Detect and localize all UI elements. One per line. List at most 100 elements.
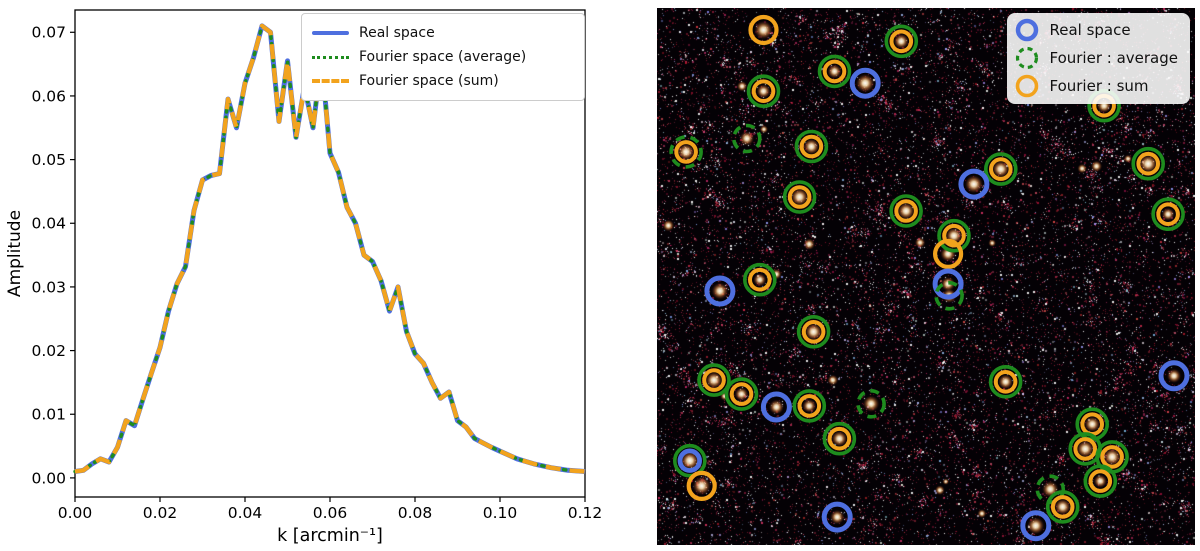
marker-ring-avg: [889, 194, 923, 228]
amplitude-chart-panel: 0.00 0.02 0.04 0.06 0.08 0.10 0.12 0.00 0.01 0.02…: [5, 9, 603, 546]
marker-ring-sum: [942, 223, 966, 248]
marker-ring-avg: [1151, 197, 1185, 231]
marker-ring-avg_dashed: [856, 388, 886, 419]
fourier-sum-circle-icon: [1016, 74, 1039, 97]
marker-ring-avg: [983, 152, 1018, 186]
marker-ring-sum: [1050, 495, 1075, 519]
marker-ring-sum: [801, 320, 826, 344]
marker-ring-avg: [988, 364, 1023, 399]
y-axis-label: Amplitude: [5, 210, 25, 297]
x-tick-label: 0.02: [143, 504, 178, 522]
image-legend-row-real: Real space: [1013, 16, 1178, 43]
x-tick-label: 0.10: [483, 504, 518, 522]
y-tick-label: 0.03: [31, 278, 66, 296]
marker-ring-avg: [1131, 146, 1166, 181]
legend-label-fourier-sum: Fourier space (sum): [359, 73, 499, 89]
marker-ring-avg_dashed: [669, 135, 703, 169]
sky-image-panel: Real space Fourier : average Fourier : s…: [657, 8, 1195, 545]
detection-markers-overlay: [669, 14, 1190, 542]
image-legend-row-average: Fourier : average: [1013, 44, 1178, 71]
x-tick-label: 0.08: [398, 504, 433, 522]
marker-ring-real: [1020, 510, 1052, 542]
marker-ring-sum: [827, 426, 852, 451]
image-legend: Real space Fourier : average Fourier : s…: [1007, 13, 1190, 104]
image-legend-label-real: Real space: [1049, 20, 1131, 39]
curve-fourier-sum: [74, 23, 586, 474]
marker-ring-sum: [729, 382, 754, 406]
marker-ring-sum: [748, 14, 779, 46]
marker-ring-avg: [697, 363, 731, 397]
chart-legend: Real space Fourier space (average) Fouri…: [301, 13, 585, 101]
marker-ring-sum: [1136, 151, 1160, 176]
marker-ring-avg: [1075, 407, 1110, 442]
marker-ring-avg: [746, 74, 781, 108]
image-legend-row-sum: Fourier : sum: [1013, 72, 1178, 99]
y-tick-label: 0.02: [31, 342, 66, 360]
image-legend-label-sum: Fourier : sum: [1049, 76, 1149, 95]
marker-ring-avg: [884, 24, 919, 59]
marker-ring-avg: [822, 421, 857, 456]
x-tick-label: 0.12: [568, 504, 603, 522]
marker-ring-sum: [799, 134, 824, 159]
y-tick-label: 0.04: [31, 215, 66, 233]
marker-ring-real: [821, 501, 853, 533]
legend-label-fourier-average: Fourier space (average): [359, 49, 527, 65]
fourier-average-line-sample: [312, 55, 349, 59]
marker-ring-real: [704, 275, 736, 307]
real-space-line-sample: [312, 30, 349, 36]
marker-ring-sum: [751, 79, 776, 103]
y-tick-label: 0.06: [31, 87, 66, 105]
marker-ring-avg: [937, 218, 971, 253]
marker-ring-avg_dashed: [934, 280, 964, 311]
marker-ring-sum: [1156, 202, 1180, 226]
marker-ring-avg: [672, 443, 707, 478]
fourier-sum-line-sample: [312, 79, 349, 83]
y-tick-label: 0.07: [31, 24, 66, 42]
marker-ring-avg: [792, 389, 827, 423]
marker-ring-sum: [993, 370, 1018, 394]
x-axis-label: k [arcmin⁻¹]: [277, 526, 383, 546]
marker-ring-avg: [1083, 464, 1118, 498]
legend-row-real-space: Real space: [312, 21, 574, 45]
marker-ring-sum: [933, 238, 964, 269]
marker-ring-avg: [782, 180, 817, 214]
y-tick-label: 0.05: [31, 151, 66, 169]
marker-ring-sum: [787, 185, 812, 209]
marker-ring-avg: [743, 262, 777, 297]
marker-ring-real: [849, 67, 881, 99]
y-tick-label: 0.00: [31, 469, 66, 487]
amplitude-chart-svg: 0.00 0.02 0.04 0.06 0.08 0.10 0.12 0.00 0.01 0.02…: [5, 9, 603, 546]
marker-ring-sum: [822, 59, 847, 84]
marker-ring-sum: [1088, 469, 1113, 493]
legend-row-fourier-sum: Fourier space (sum): [312, 69, 574, 93]
legend-row-fourier-average: Fourier space (average): [312, 45, 574, 69]
marker-ring-sum: [889, 29, 914, 54]
marker-ring-sum: [702, 368, 726, 392]
marker-ring-real: [760, 391, 792, 423]
legend-label-real-space: Real space: [359, 25, 435, 41]
real-space-circle-icon: [1016, 18, 1039, 41]
marker-ring-avg: [794, 129, 829, 164]
x-tick-label: 0.04: [228, 504, 263, 522]
y-tick-label: 0.01: [31, 406, 66, 424]
marker-ring-avg_dashed: [732, 123, 762, 154]
marker-ring-sum: [1073, 437, 1097, 461]
marker-ring-sum: [1080, 412, 1104, 436]
x-tick-label: 0.00: [58, 504, 93, 522]
marker-ring-avg: [724, 377, 759, 411]
marker-ring-sum: [797, 394, 822, 418]
fourier-average-circle-icon: [1016, 46, 1039, 69]
marker-ring-sum: [674, 140, 698, 164]
marker-ring-sum: [748, 267, 772, 292]
marker-ring-sum: [1100, 445, 1124, 469]
marker-ring-real: [958, 168, 990, 200]
image-legend-label-average: Fourier : average: [1049, 48, 1178, 67]
marker-ring-real: [932, 268, 964, 300]
marker-ring-real: [1158, 360, 1190, 392]
curve-fourier-average: [73, 24, 587, 474]
marker-ring-avg: [1045, 490, 1080, 524]
marker-ring-sum: [989, 157, 1013, 181]
marker-ring-sum: [686, 470, 717, 501]
marker-ring-avg: [817, 54, 852, 89]
